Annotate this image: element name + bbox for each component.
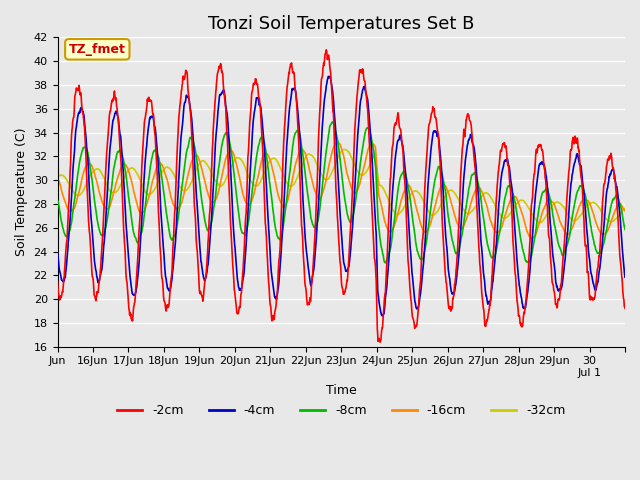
Legend: -2cm, -4cm, -8cm, -16cm, -32cm: -2cm, -4cm, -8cm, -16cm, -32cm [112,399,570,422]
X-axis label: Time: Time [326,384,356,396]
Text: TZ_fmet: TZ_fmet [69,43,125,56]
Y-axis label: Soil Temperature (C): Soil Temperature (C) [15,128,28,256]
Title: Tonzi Soil Temperatures Set B: Tonzi Soil Temperatures Set B [208,15,474,33]
